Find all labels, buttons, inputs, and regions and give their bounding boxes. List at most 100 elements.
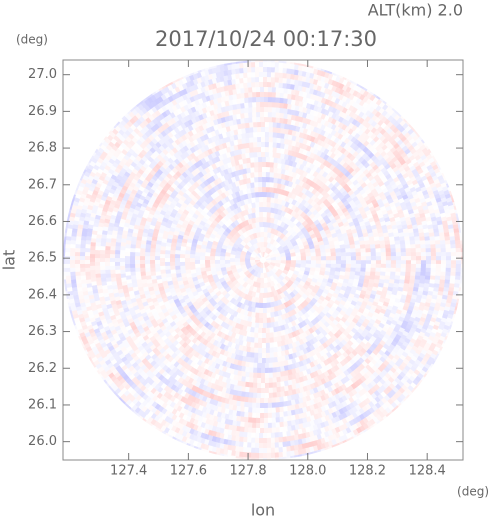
echo-cell bbox=[223, 179, 230, 186]
echo-cell bbox=[343, 240, 351, 246]
echo-cell bbox=[124, 259, 131, 264]
echo-cell bbox=[184, 249, 191, 255]
echo-cell bbox=[294, 183, 301, 191]
echo-cell bbox=[255, 397, 261, 404]
echo-cell bbox=[255, 417, 261, 424]
echo-cell bbox=[254, 312, 260, 319]
echo-cell bbox=[349, 244, 356, 249]
echo-cell bbox=[244, 97, 249, 104]
echo-cell bbox=[252, 227, 258, 234]
echo-cell bbox=[340, 252, 347, 257]
echo-cell bbox=[235, 317, 242, 325]
echo-cell bbox=[284, 344, 290, 351]
echo-cell bbox=[159, 209, 167, 216]
echo-cell bbox=[99, 261, 106, 266]
echo-cell bbox=[256, 387, 262, 394]
echo-cell bbox=[430, 271, 437, 277]
echo-cell bbox=[261, 126, 266, 132]
echo-cell bbox=[139, 255, 146, 260]
echo-cell bbox=[275, 87, 281, 93]
echo-cell bbox=[410, 267, 417, 273]
echo-cell bbox=[272, 382, 277, 389]
echo-cell bbox=[249, 326, 255, 333]
echo-cell bbox=[313, 229, 321, 236]
echo-cell bbox=[215, 266, 222, 272]
echo-cell bbox=[410, 244, 416, 249]
echo-cell bbox=[294, 189, 301, 196]
echo-cell bbox=[253, 131, 258, 138]
echo-cell bbox=[182, 294, 190, 301]
echo-cell bbox=[247, 311, 253, 318]
echo-cell bbox=[430, 244, 437, 249]
echo-cell bbox=[255, 402, 261, 409]
echo-cell bbox=[276, 336, 282, 343]
echo-cell bbox=[271, 427, 276, 434]
echo-cell bbox=[320, 260, 327, 265]
echo-cell bbox=[367, 282, 374, 288]
echo-cell bbox=[340, 267, 347, 273]
echo-cell bbox=[358, 278, 365, 284]
echo-cell bbox=[273, 305, 279, 313]
echo-cell bbox=[184, 253, 191, 259]
echo-cell bbox=[390, 252, 397, 257]
echo-cell bbox=[184, 297, 191, 304]
echo-cell bbox=[205, 229, 213, 236]
echo-cell bbox=[255, 282, 261, 289]
echo-cell bbox=[348, 293, 355, 299]
echo-cell bbox=[104, 257, 110, 262]
echo-cell bbox=[177, 219, 184, 226]
echo-cell bbox=[266, 191, 272, 198]
echo-cell bbox=[251, 422, 257, 429]
echo-cell bbox=[210, 157, 218, 164]
echo-cell bbox=[272, 121, 278, 128]
echo-cell bbox=[435, 271, 442, 277]
echo-cell bbox=[230, 331, 237, 339]
echo-cell bbox=[160, 241, 167, 247]
echo-cell bbox=[215, 270, 223, 276]
echo-cell bbox=[360, 256, 367, 261]
echo-cell bbox=[276, 152, 282, 159]
echo-cell bbox=[285, 260, 292, 265]
echo-cell bbox=[276, 351, 282, 358]
echo-cell bbox=[345, 260, 352, 265]
echo-cell bbox=[242, 356, 247, 363]
echo-cell bbox=[235, 250, 242, 256]
echo-cell bbox=[325, 252, 332, 257]
echo-cell bbox=[94, 265, 101, 270]
echo-cell bbox=[233, 149, 239, 156]
echo-cell bbox=[298, 244, 305, 250]
echo-cell bbox=[119, 253, 126, 259]
echo-cell bbox=[250, 316, 256, 323]
echo-cell bbox=[234, 257, 241, 262]
echo-cell bbox=[165, 269, 171, 274]
echo-cell bbox=[104, 245, 111, 251]
echo-cell bbox=[258, 161, 263, 168]
echo-cell bbox=[159, 249, 166, 255]
echo-cell bbox=[194, 263, 201, 268]
echo-cell bbox=[150, 243, 157, 249]
echo-cell bbox=[253, 357, 259, 364]
echo-cell bbox=[209, 251, 216, 257]
echo-cell bbox=[223, 190, 230, 197]
echo-cell bbox=[267, 287, 272, 294]
echo-cell bbox=[267, 422, 272, 429]
echo-cell bbox=[276, 361, 281, 368]
echo-cell bbox=[290, 252, 297, 257]
echo-cell bbox=[266, 312, 271, 319]
echo-cell bbox=[269, 156, 275, 163]
echo-cell bbox=[153, 289, 161, 296]
echo-cell bbox=[225, 156, 232, 164]
echo-cell bbox=[265, 166, 271, 173]
echo-cell bbox=[170, 241, 177, 247]
echo-cell bbox=[276, 356, 282, 363]
echo-cell bbox=[380, 248, 387, 253]
echo-cell bbox=[283, 153, 289, 160]
echo-cell bbox=[338, 274, 345, 280]
echo-cell bbox=[109, 245, 116, 251]
echo-cell bbox=[104, 249, 111, 255]
echo-cell bbox=[275, 427, 280, 433]
echo-cell bbox=[351, 228, 358, 235]
echo-cell bbox=[350, 300, 358, 307]
echo-cell bbox=[129, 247, 136, 253]
